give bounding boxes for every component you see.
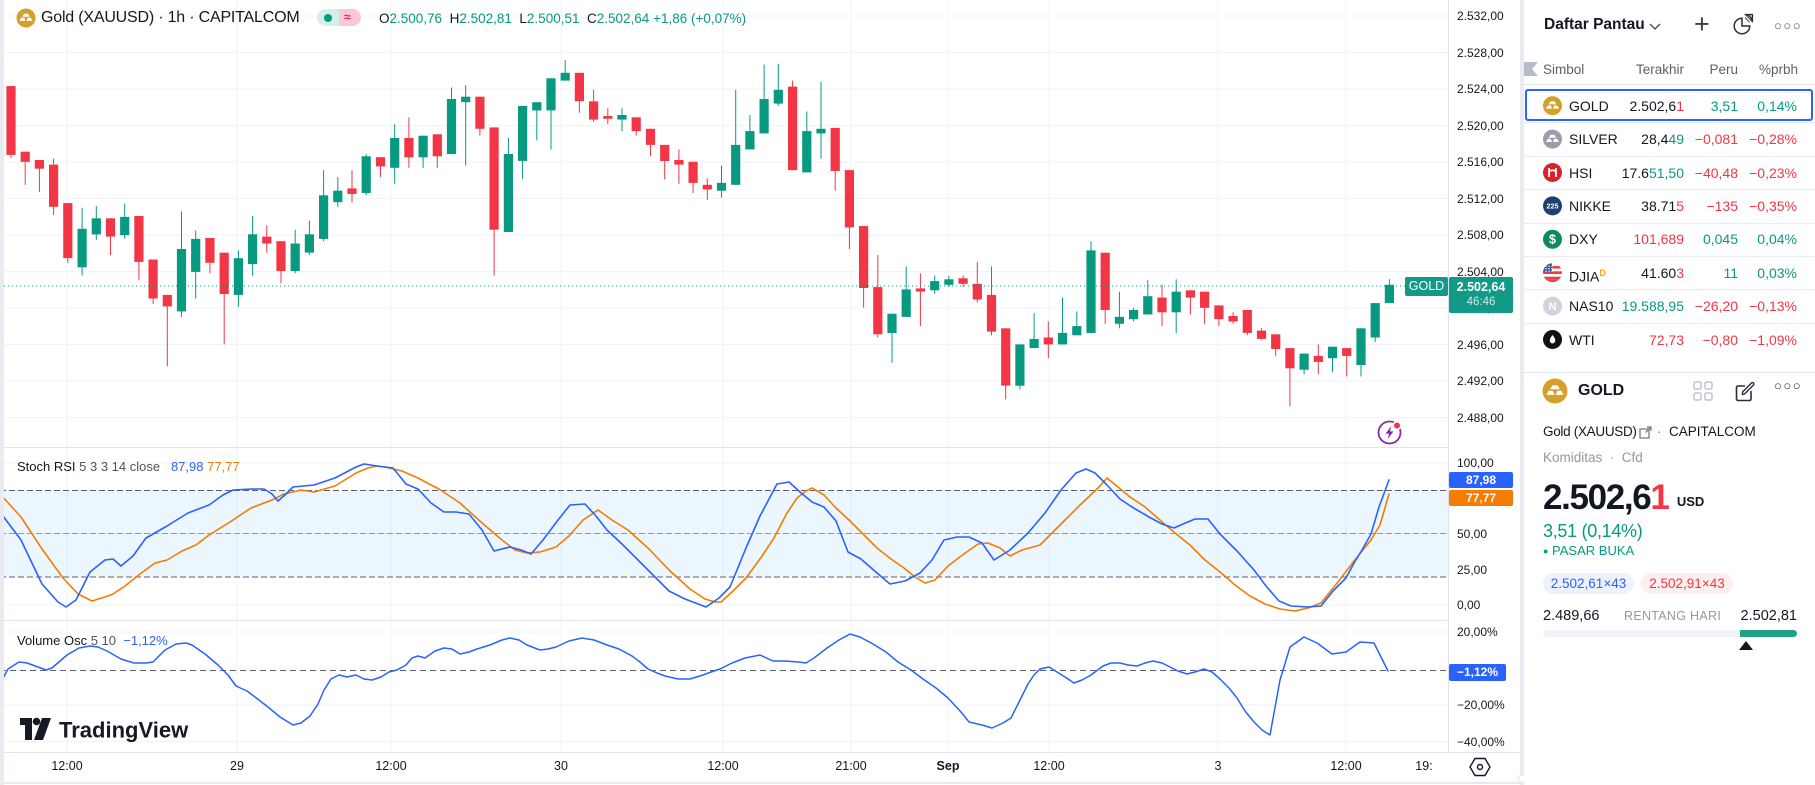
svg-text:N: N bbox=[1549, 301, 1557, 313]
svg-text:$: $ bbox=[1549, 232, 1556, 246]
svg-text:225: 225 bbox=[1547, 202, 1559, 211]
svg-text:TradingView: TradingView bbox=[59, 718, 189, 743]
